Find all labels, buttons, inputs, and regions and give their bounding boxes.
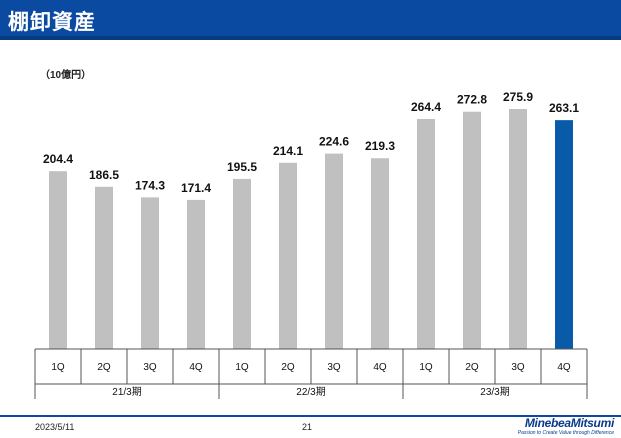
data-label: 186.5 <box>89 168 119 182</box>
category-label: 4Q <box>557 362 571 373</box>
group-label: 22/3期 <box>296 386 325 398</box>
data-label: 214.1 <box>273 144 303 158</box>
bar <box>187 199 205 349</box>
data-label: 195.5 <box>227 160 257 174</box>
header-bar <box>0 0 621 40</box>
footer-date: 2023/5/11 <box>35 422 75 432</box>
logo-tagline: Passion to Create Value through Differen… <box>517 430 614 436</box>
company-logo: MinebeaMitsumi Passion to Create Value t… <box>502 416 615 436</box>
category-label: 1Q <box>51 362 65 373</box>
group-label: 21/3期 <box>112 386 141 398</box>
data-label: 263.1 <box>549 101 579 115</box>
category-label: 1Q <box>235 362 249 373</box>
group-label: 23/3期 <box>480 386 509 398</box>
category-label: 4Q <box>373 362 387 373</box>
bar <box>325 153 343 349</box>
page-number: 21 <box>302 422 313 432</box>
data-label: 174.3 <box>135 178 165 192</box>
data-label: 171.4 <box>181 181 211 195</box>
unit-label: （10億円） <box>40 70 92 81</box>
bar <box>141 197 159 349</box>
category-label: 3Q <box>143 362 157 373</box>
data-label: 275.9 <box>503 90 533 104</box>
bar <box>95 186 113 349</box>
bar <box>279 162 297 349</box>
logo-wordmark: MinebeaMitsumi <box>524 416 614 430</box>
page-title: 棚卸資産 <box>8 11 96 34</box>
data-label: 264.4 <box>411 100 441 114</box>
category-label: 4Q <box>189 362 203 373</box>
header-shade <box>0 36 621 40</box>
category-label: 2Q <box>281 362 295 373</box>
category-label: 3Q <box>511 362 525 373</box>
category-label: 2Q <box>465 362 479 373</box>
bar <box>371 158 389 349</box>
bar <box>417 119 435 349</box>
bar <box>49 171 67 349</box>
category-label: 2Q <box>97 362 111 373</box>
data-label: 224.6 <box>319 135 349 149</box>
bar-chart: 204.4 186.5 174.3 171.4 195.5 214.1 224.6 219.3… <box>34 90 588 399</box>
footer-divider <box>0 415 621 417</box>
data-label: 204.4 <box>43 152 73 166</box>
category-label: 3Q <box>327 362 341 373</box>
data-label: 272.8 <box>457 93 487 107</box>
bar <box>509 109 527 349</box>
bar <box>463 111 481 350</box>
category-label: 1Q <box>419 362 433 373</box>
data-label: 219.3 <box>365 139 395 153</box>
bar <box>233 178 251 349</box>
bar <box>555 120 573 350</box>
